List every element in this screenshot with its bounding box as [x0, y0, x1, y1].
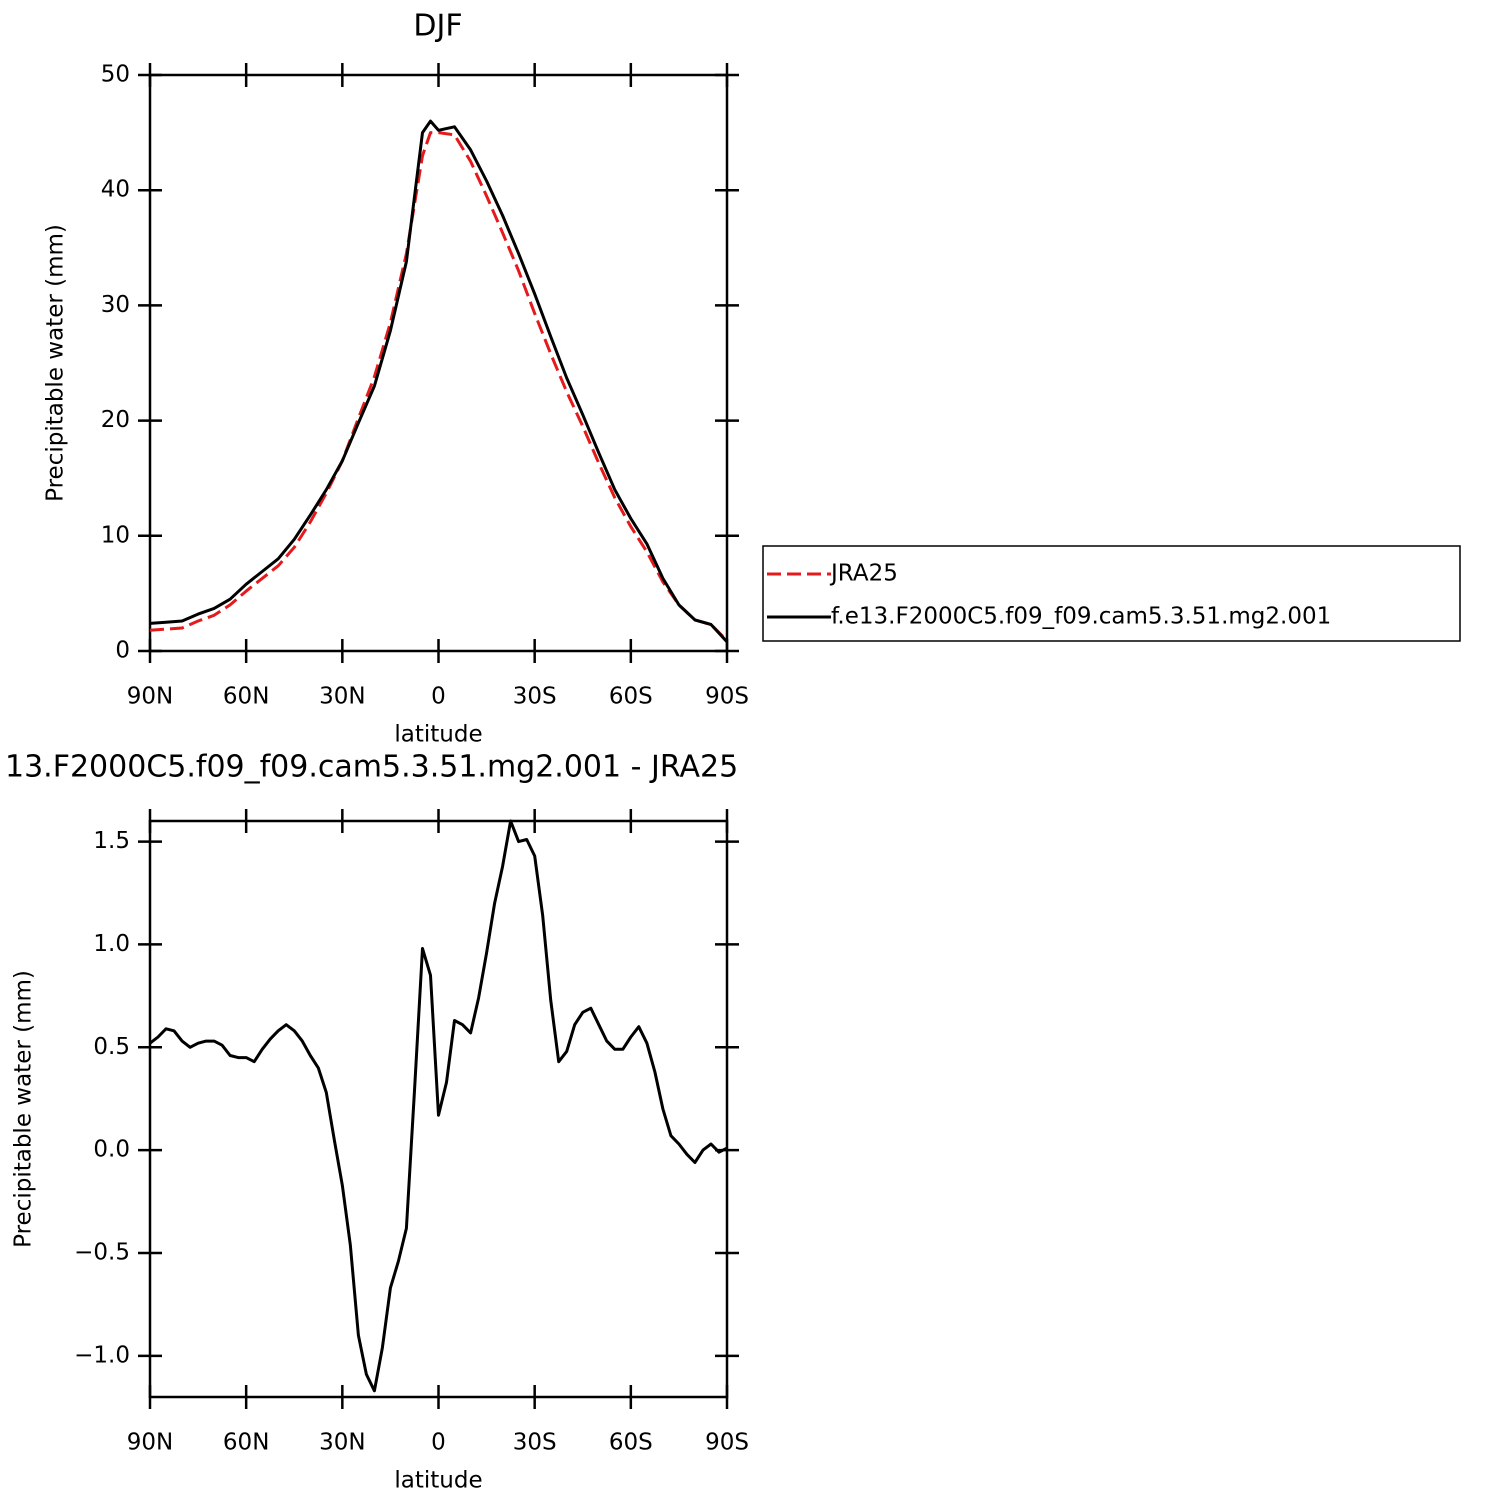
y-tick-label: −1.0 [74, 1342, 130, 1368]
x-tick-label: 30N [319, 684, 365, 710]
x-tick-label: 0 [431, 1430, 446, 1456]
y-axis-label: Precipitable water (mm) [43, 224, 69, 502]
y-tick-label: −0.5 [74, 1240, 130, 1266]
chart-title: DJF [413, 9, 462, 44]
plot-frame [148, 73, 729, 653]
y-tick-label: 0.0 [93, 1137, 130, 1163]
y-tick-label: 10 [101, 522, 130, 548]
y-tick-label: 0 [115, 638, 130, 664]
x-tick-label: 0 [431, 684, 446, 710]
x-axis-label: latitude [394, 1468, 482, 1494]
x-tick-label: 30N [319, 1430, 365, 1456]
legend-label: JRA25 [829, 561, 898, 587]
x-tick-label: 60N [223, 684, 269, 710]
y-tick-label: 30 [101, 292, 130, 318]
y-tick-label: 0.5 [93, 1034, 130, 1060]
x-tick-label: 30S [513, 684, 557, 710]
chart-title: 13.F2000C5.f09_f09.cam5.3.51.mg2.001 - J… [5, 750, 738, 785]
y-tick-label: 50 [101, 62, 130, 88]
x-axis-label: latitude [394, 722, 482, 748]
y-tick-label: 40 [101, 177, 130, 203]
x-tick-label: 90S [705, 684, 749, 710]
x-tick-label: 60S [609, 684, 653, 710]
x-tick-label: 60N [223, 1430, 269, 1456]
x-tick-label: 90S [705, 1430, 749, 1456]
x-tick-label: 90N [127, 684, 173, 710]
data-line [149, 819, 728, 1393]
y-tick-label: 20 [101, 407, 130, 433]
data-line [149, 119, 729, 643]
y-tick-label: 1.0 [93, 931, 130, 957]
y-axis-label: Precipitable water (mm) [11, 970, 37, 1248]
data-line [149, 131, 729, 642]
x-tick-label: 90N [127, 1430, 173, 1456]
x-tick-label: 30S [513, 1430, 557, 1456]
legend-box [762, 545, 1461, 642]
legend-label: f.e13.F2000C5.f09_f09.cam5.3.51.mg2.001 [831, 604, 1331, 630]
x-tick-label: 60S [609, 1430, 653, 1456]
y-tick-label: 1.5 [93, 828, 130, 854]
